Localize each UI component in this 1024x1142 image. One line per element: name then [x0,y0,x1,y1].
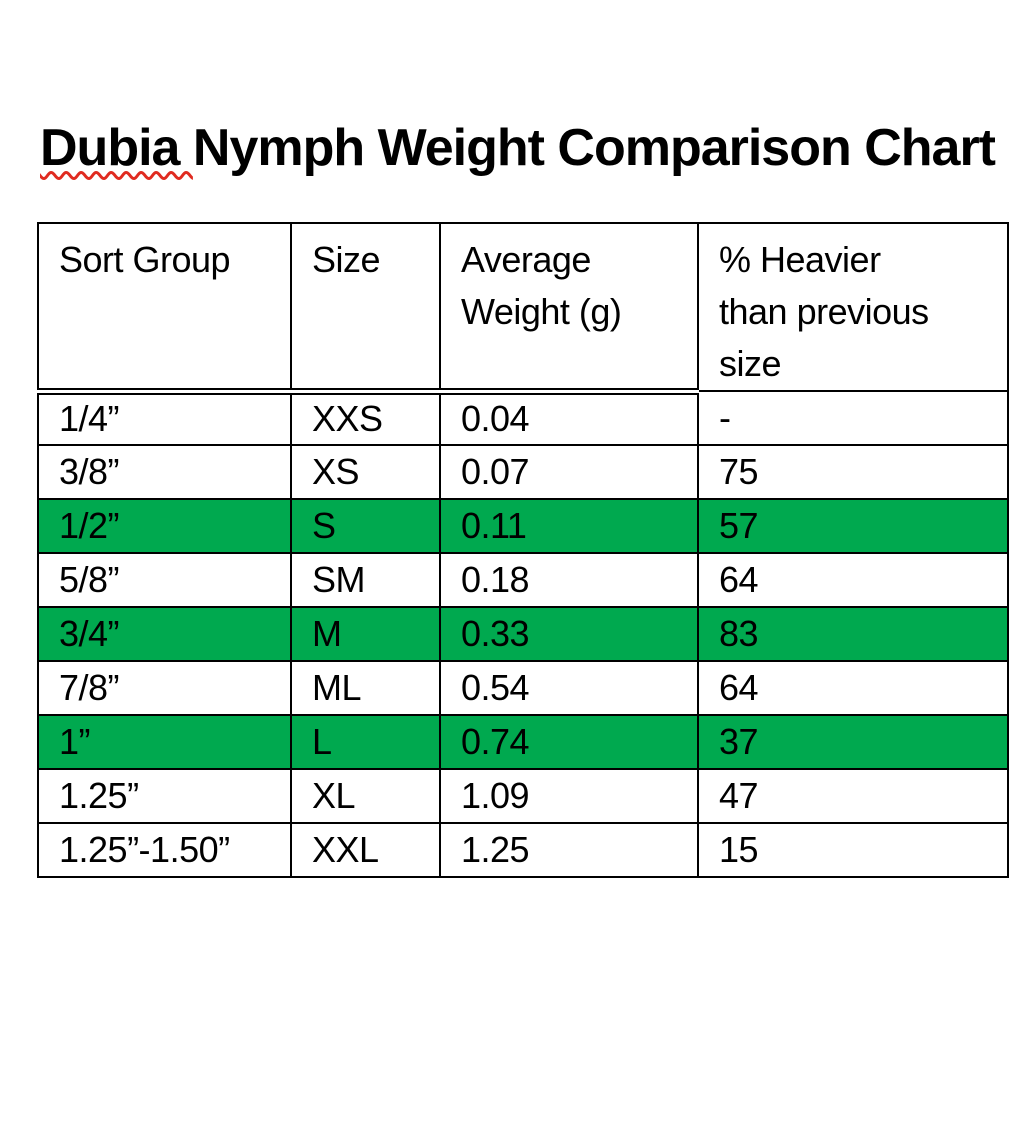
cell-pct-heavier: 47 [697,768,1009,824]
cell-avg-weight: 0.74 [439,714,699,770]
cell-pct-heavier: 37 [697,714,1009,770]
table-row: 5/8” SM 0.18 64 [37,552,1009,608]
column-header-average-weight: Average Weight (g) [439,222,699,395]
cell-sort-group: 1/2” [37,498,292,554]
table-row: 1” L 0.74 37 [37,714,1009,770]
cell-sort-group: 1” [37,714,292,770]
cell-pct-heavier: 15 [697,822,1009,878]
table-row: 7/8” ML 0.54 64 [37,660,1009,716]
cell-size: XXL [290,822,441,878]
cell-sort-group: 1.25”-1.50” [37,822,292,878]
cell-size: XXS [290,390,441,446]
cell-pct-heavier: 83 [697,606,1009,662]
cell-avg-weight: 0.04 [439,390,699,446]
table-row: 3/4” M 0.33 83 [37,606,1009,662]
table-row: 1/2” S 0.11 57 [37,498,1009,554]
cell-pct-heavier: 57 [697,498,1009,554]
cell-size: XS [290,444,441,500]
title-rest: Nymph Weight Comparison Chart [192,119,996,177]
table-row: 1.25”-1.50” XXL 1.25 15 [37,822,1009,878]
cell-sort-group: 3/8” [37,444,292,500]
cell-pct-heavier: - [697,390,1009,446]
cell-sort-group: 3/4” [37,606,292,662]
column-header-pct-heavier: % Heavier than previous size [697,222,1009,392]
cell-pct-heavier: 75 [697,444,1009,500]
cell-sort-group: 5/8” [37,552,292,608]
cell-size: XL [290,768,441,824]
column-header-size: Size [290,222,441,395]
cell-pct-heavier: 64 [697,660,1009,716]
cell-sort-group: 1.25” [37,768,292,824]
document-page: { "page": { "background": "#ffffff", "te… [0,118,1024,1142]
table-header-row: Sort Group Size Average Weight (g) % Hea… [37,222,1009,395]
cell-avg-weight: 0.33 [439,606,699,662]
table-row: 3/8” XS 0.07 75 [37,444,1009,500]
table-row: 1.25” XL 1.09 47 [37,768,1009,824]
cell-avg-weight: 0.11 [439,498,699,554]
cell-size: S [290,498,441,554]
cell-sort-group: 7/8” [37,660,292,716]
weight-comparison-table: Sort Group Size Average Weight (g) % Hea… [37,222,1009,878]
title-misspelled-word: Dubia [40,119,193,177]
page-title: Dubia Nymph Weight Comparison Chart [40,118,1024,178]
cell-avg-weight: 0.07 [439,444,699,500]
cell-size: SM [290,552,441,608]
cell-avg-weight: 1.25 [439,822,699,878]
cell-size: ML [290,660,441,716]
table-row: 1/4” XXS 0.04 - [37,390,1009,446]
cell-size: L [290,714,441,770]
cell-avg-weight: 1.09 [439,768,699,824]
cell-avg-weight: 0.18 [439,552,699,608]
cell-size: M [290,606,441,662]
cell-avg-weight: 0.54 [439,660,699,716]
cell-pct-heavier: 64 [697,552,1009,608]
cell-sort-group: 1/4” [37,390,292,446]
column-header-sort-group: Sort Group [37,222,292,395]
